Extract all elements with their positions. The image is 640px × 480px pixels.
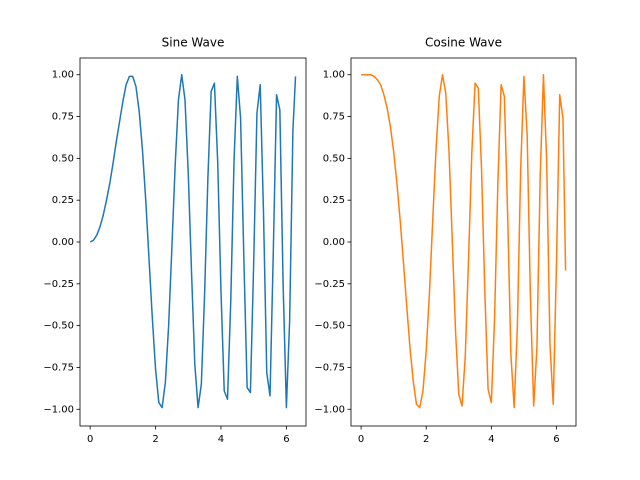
y-tick-label: −1.00 — [314, 404, 345, 415]
y-tick-label: 1.00 — [323, 70, 345, 81]
line-series — [89, 73, 297, 409]
x-tick-label: 2 — [423, 434, 429, 445]
y-tick-label: −0.50 — [314, 321, 345, 332]
x-tick-label: 4 — [488, 434, 494, 445]
y-tick-label: 1.00 — [52, 70, 74, 81]
y-tick-label: 0.50 — [323, 153, 345, 164]
y-tick-label: 0.50 — [52, 153, 74, 164]
x-tick-label: 6 — [553, 434, 559, 445]
x-tick-label: 2 — [152, 434, 158, 445]
y-tick-label: 0.75 — [52, 112, 74, 123]
y-tick-label: −0.75 — [314, 362, 345, 373]
chart-title: Sine Wave — [162, 36, 225, 50]
y-tick-label: 0.00 — [323, 237, 345, 248]
line-series — [361, 73, 567, 409]
y-tick-label: 0.00 — [52, 237, 74, 248]
chart-title: Cosine Wave — [425, 36, 502, 50]
y-tick-label: −0.50 — [43, 321, 74, 332]
y-tick-label: −0.75 — [43, 362, 74, 373]
x-tick-label: 0 — [358, 434, 364, 445]
y-tick-label: −0.25 — [314, 279, 345, 290]
y-tick-label: −0.25 — [43, 279, 74, 290]
x-tick-label: 6 — [283, 434, 289, 445]
axes-frame — [350, 57, 577, 427]
y-tick-label: 0.75 — [323, 112, 345, 123]
x-tick-label: 4 — [218, 434, 224, 445]
y-tick-label: 0.25 — [323, 195, 345, 206]
x-tick-label: 0 — [87, 434, 93, 445]
y-tick-label: 0.25 — [52, 195, 74, 206]
axes-frame — [79, 57, 307, 427]
y-tick-label: −1.00 — [43, 404, 74, 415]
